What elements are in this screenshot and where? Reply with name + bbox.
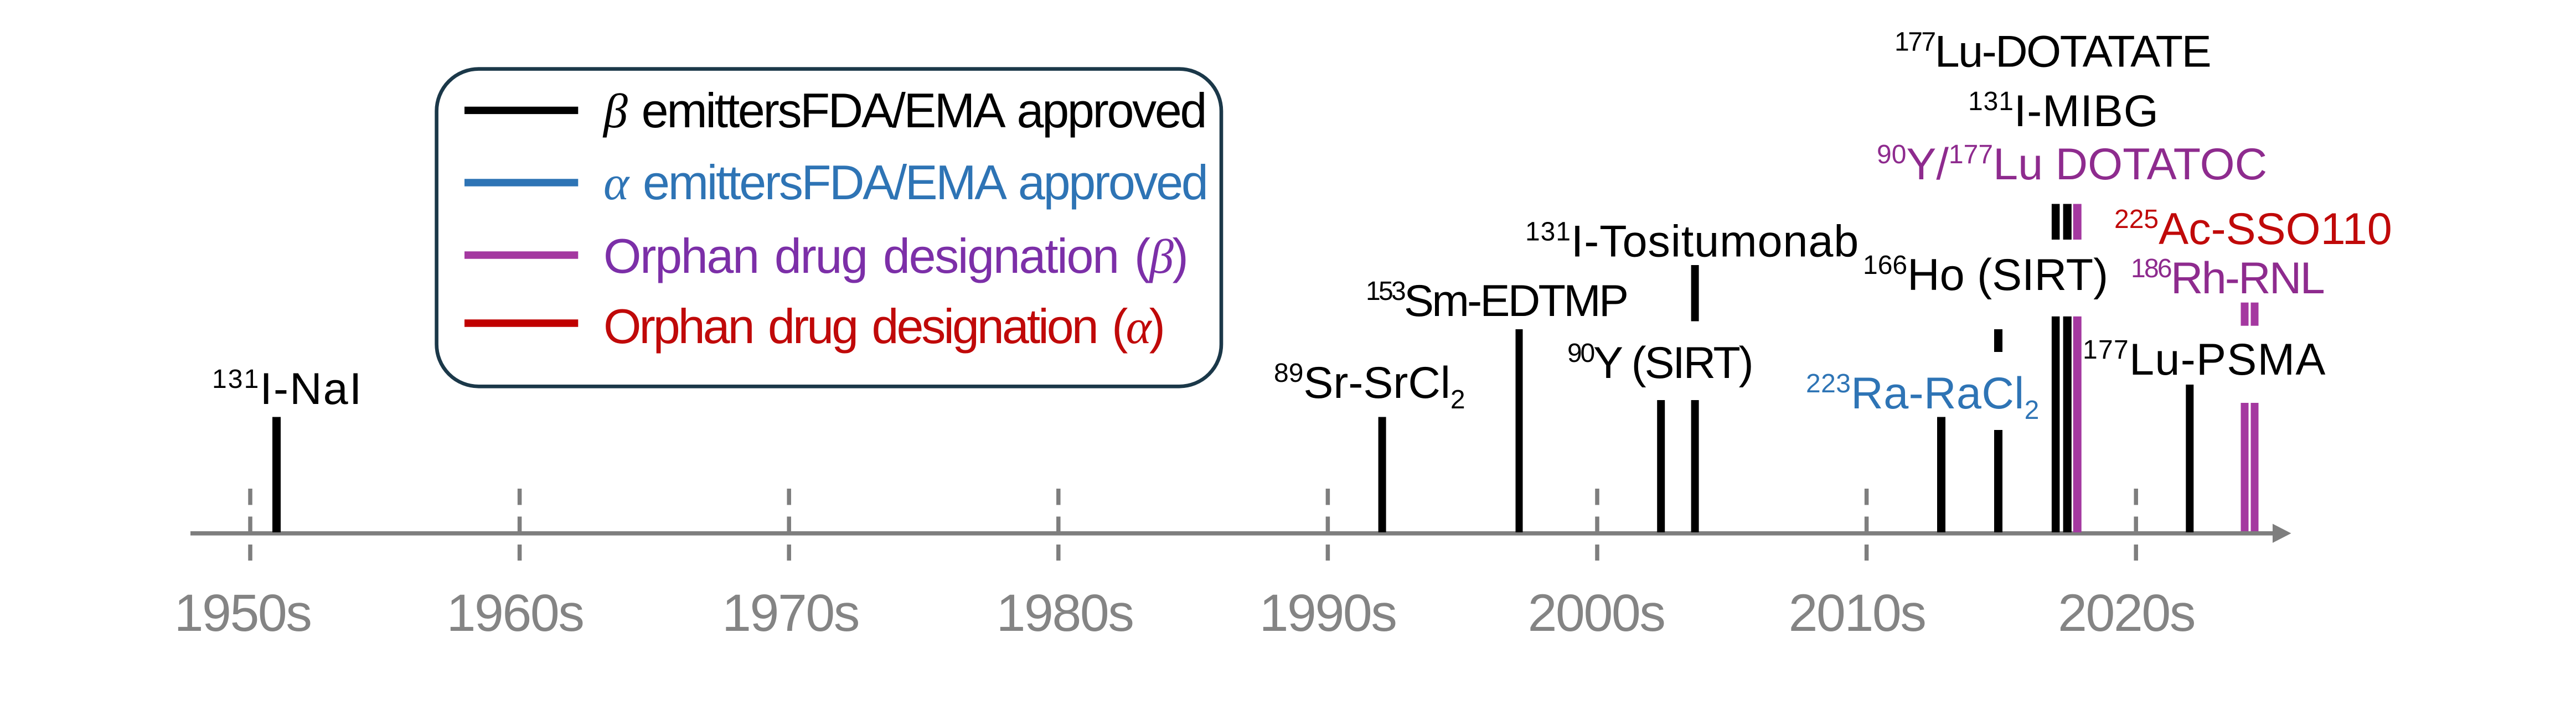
- svg-text:153Sm-EDTMP: 153Sm-EDTMP: [1366, 276, 1627, 326]
- svg-text:α emittersFDA/EMA approved: α emittersFDA/EMA approved: [603, 155, 1207, 210]
- svg-text:223Ra-RaCl2: 223Ra-RaCl2: [1806, 369, 2040, 425]
- svg-text:225Ac-SSO110: 225Ac-SSO110: [2114, 204, 2392, 254]
- svg-text:177Lu-PSMA: 177Lu-PSMA: [2083, 335, 2326, 385]
- svg-text:166Ho (SIRT): 166Ho (SIRT): [1863, 250, 2108, 300]
- svg-text:Orphan drug designation (α): Orphan drug designation (α): [603, 299, 1163, 354]
- svg-text:177Lu-DOTATATE: 177Lu-DOTATATE: [1894, 27, 2210, 77]
- svg-text:186Rh-RNL: 186Rh-RNL: [2131, 253, 2324, 303]
- svg-text:90Y/177Lu DOTATOC: 90Y/177Lu DOTATOC: [1877, 139, 2267, 189]
- svg-text:131I-MIBG: 131I-MIBG: [1968, 86, 2159, 136]
- svg-text:90Y (SIRT): 90Y (SIRT): [1567, 338, 1752, 388]
- svg-text:2020s: 2020s: [2058, 584, 2195, 642]
- svg-text:1980s: 1980s: [997, 584, 1133, 642]
- svg-text:Orphan drug designation (β): Orphan drug designation (β): [603, 229, 1188, 284]
- svg-text:131I-Tositumonab: 131I-Tositumonab: [1525, 217, 1859, 267]
- svg-text:1950s: 1950s: [174, 584, 311, 642]
- svg-text:2010s: 2010s: [1789, 584, 1925, 642]
- svg-text:1970s: 1970s: [722, 584, 859, 642]
- svg-text:131I-NaI: 131I-NaI: [212, 364, 363, 414]
- svg-text:β emittersFDA/EMA approved: β emittersFDA/EMA approved: [602, 83, 1205, 138]
- svg-text:1990s: 1990s: [1259, 584, 1396, 642]
- svg-text:89Sr-SrCl2: 89Sr-SrCl2: [1274, 358, 1465, 414]
- svg-text:2000s: 2000s: [1528, 584, 1665, 642]
- svg-text:1960s: 1960s: [447, 584, 584, 642]
